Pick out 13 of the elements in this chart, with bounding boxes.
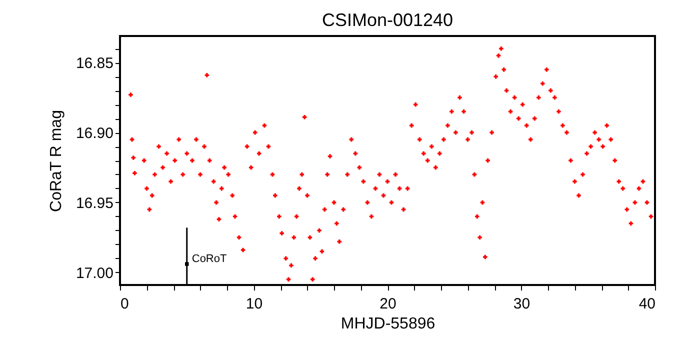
chart-title: CSIMon-001240: [322, 10, 454, 30]
y-tick-label: 16.90: [76, 125, 114, 142]
x-tick-label: 20: [380, 296, 396, 312]
y-tick-label: 16.95: [76, 194, 114, 212]
x-tick-label: 10: [246, 296, 263, 312]
y-tick-label: 16.85: [76, 55, 114, 72]
y-tick-label: 17.00: [76, 264, 114, 282]
series-label: CoRoT: [192, 253, 227, 266]
x-axis-title: MHJD-55896: [340, 316, 436, 332]
x-tick-label: 0: [120, 296, 129, 312]
y-axis-title: CoRaT R mag: [48, 110, 65, 212]
x-tick-label: 30: [513, 296, 530, 312]
x-tick-label: 40: [638, 296, 656, 312]
